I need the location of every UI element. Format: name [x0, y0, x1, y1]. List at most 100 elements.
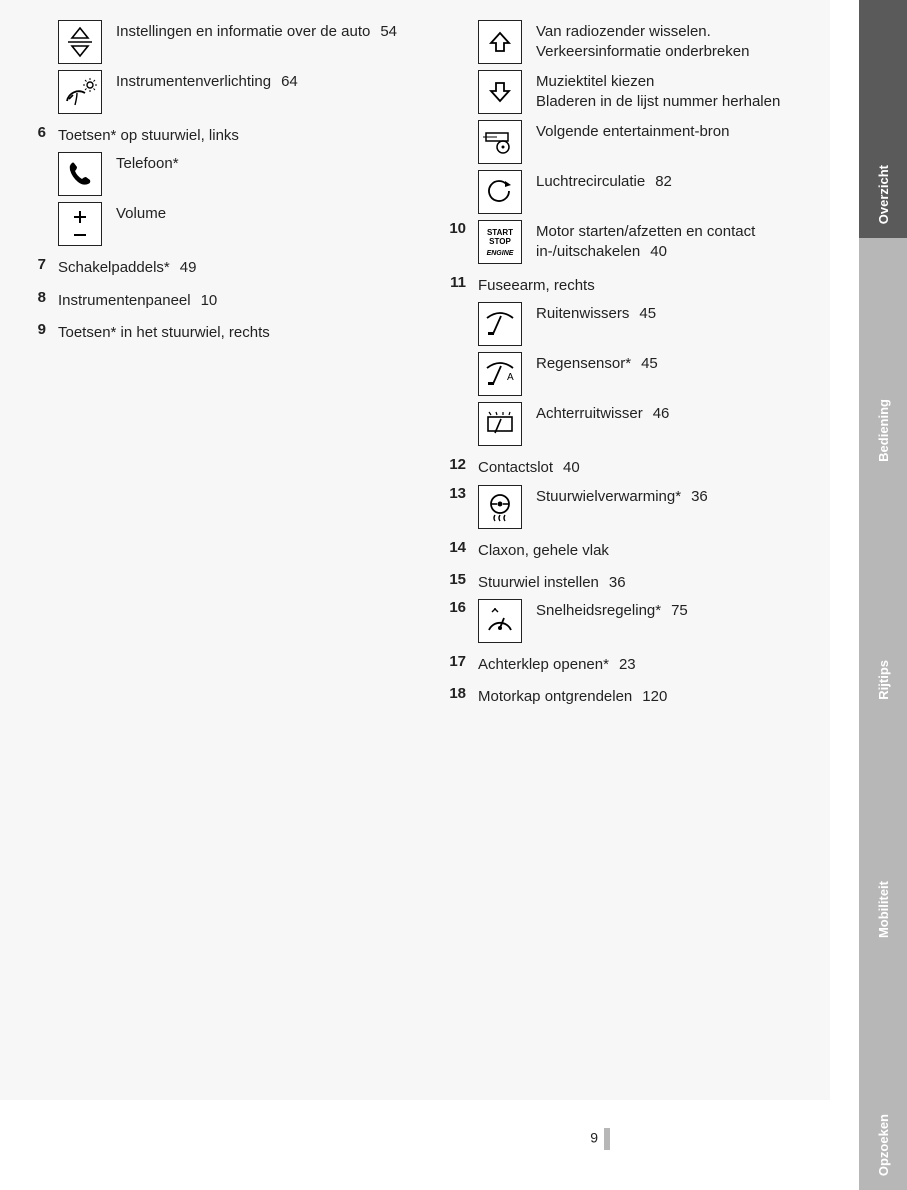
tab-label: Opzoeken: [876, 1114, 891, 1176]
left-column: Instellingen en informatie over de auto5…: [20, 20, 410, 714]
page-ref: 23: [619, 655, 636, 675]
phone-icon: [58, 152, 102, 196]
text-line: Snelheidsregeling*75: [536, 601, 830, 621]
icon-entry: A Regensensor*45: [440, 352, 830, 396]
page-content: Instellingen en informatie over de auto5…: [0, 0, 830, 1100]
item-number: 14: [440, 539, 466, 556]
page-ref: 36: [691, 487, 708, 507]
text-line: Volume: [116, 204, 410, 224]
steering-heat-icon: [478, 485, 522, 529]
text-line: Ruitenwissers45: [536, 304, 830, 324]
icon-entry: Volume: [20, 202, 410, 246]
text-line: Motor starten/afzetten en contact in-/ui…: [536, 222, 830, 263]
tab-label: Rijtips: [876, 660, 891, 700]
item-number: 17: [440, 653, 466, 670]
text-line: Stuurwielverwarming*36: [536, 487, 830, 507]
numbered-icon-entry: 13 Stuurwielverwarming*36: [440, 485, 830, 529]
rear-wiper-icon: [478, 402, 522, 446]
page-ref: 10: [201, 291, 218, 311]
numbered-heading: 12Contactslot40: [440, 456, 830, 478]
side-tab[interactable]: Bediening: [859, 238, 907, 476]
item-number: 12: [440, 456, 466, 473]
item-number: 7: [20, 256, 46, 273]
svg-text:START: START: [487, 228, 513, 237]
icon-entry: Achterruitwisser46: [440, 402, 830, 446]
item-number: 8: [20, 289, 46, 306]
heading-text: Schakelpaddels*49: [58, 258, 410, 278]
heading-text: Toetsen* op stuurwiel, links: [58, 126, 410, 146]
text-line: Achterruitwisser46: [536, 404, 830, 424]
heading-text: Motorkap ontgrendelen120: [478, 687, 830, 707]
recirc-icon: [478, 170, 522, 214]
heading-text: Instrumentenpaneel10: [58, 291, 410, 311]
page-ref: 40: [563, 458, 580, 478]
heading-text: Achterklep openen*23: [478, 655, 830, 675]
item-number: 15: [440, 571, 466, 588]
numbered-heading: 7 Schakelpaddels*49: [20, 256, 410, 278]
icon-entry: Muziektitel kiezenBladeren in de lijst n…: [440, 70, 830, 114]
page-ref: 54: [380, 22, 397, 42]
numbered-heading: 17 Achterklep openen*23: [440, 653, 830, 675]
plus-minus-icon: [58, 202, 102, 246]
icon-entry: Instellingen en informatie over de auto5…: [20, 20, 410, 64]
side-tab[interactable]: Opzoeken: [859, 952, 907, 1190]
numbered-heading: 11 Fuseearm, rechts: [440, 274, 830, 296]
item-number: 10: [440, 220, 466, 237]
heading-text: Claxon, gehele vlak: [478, 541, 830, 561]
icon-entry: Ruitenwissers45: [440, 302, 830, 346]
media-source-icon: [478, 120, 522, 164]
svg-text:ENGINE: ENGINE: [487, 250, 514, 257]
page-ref: 45: [639, 304, 656, 324]
numbered-heading: 15 Stuurwiel instellen36: [440, 571, 830, 593]
text-line: Instrumentenverlichting64: [116, 72, 410, 92]
item-number: 18: [440, 685, 466, 702]
side-tab[interactable]: Mobiliteit: [859, 714, 907, 952]
icon-entry: Volgende entertainment-bron: [440, 120, 830, 164]
page-ref: 36: [609, 573, 626, 593]
text-line: Instellingen en informatie over de auto5…: [116, 22, 410, 42]
text-line: Regensensor*45: [536, 354, 830, 374]
text-line: Telefoon*: [116, 154, 410, 174]
item-number: 9: [20, 321, 46, 338]
item-number: 16: [440, 599, 466, 616]
up-down-icon: [58, 20, 102, 64]
icon-entry: Instrumentenverlichting64: [20, 70, 410, 114]
heading-text: Fuseearm, rechts: [478, 276, 830, 296]
tab-label: Overzicht: [876, 165, 891, 224]
tab-label: Bediening: [876, 399, 891, 462]
arrow-up-icon: [478, 20, 522, 64]
wiper-a-icon: A: [478, 352, 522, 396]
side-tab[interactable]: Rijtips: [859, 476, 907, 714]
text-line: Van radiozender wisselen.: [536, 22, 830, 42]
item-number: 13: [440, 485, 466, 502]
heading-text: Stuurwiel instellen36: [478, 573, 830, 593]
gauge-sun-icon: [58, 70, 102, 114]
wiper-icon: [478, 302, 522, 346]
text-line: Luchtrecirculatie82: [536, 172, 830, 192]
start-stop-icon: STARTSTOP ENGINE: [478, 220, 522, 264]
numbered-heading: 6Toetsen* op stuurwiel, links: [20, 124, 410, 146]
numbered-heading: 9Toetsen* in het stuurwiel, rechts: [20, 321, 410, 343]
page-number: 9: [0, 1128, 830, 1150]
numbered-icon-entry: 16 Snelheidsregeling*75: [440, 599, 830, 643]
tab-label: Mobiliteit: [876, 881, 891, 938]
svg-text:STOP: STOP: [489, 237, 511, 246]
page-ref: 46: [653, 404, 670, 424]
page-ref: 82: [655, 172, 672, 192]
numbered-heading: 8 Instrumentenpaneel10: [20, 289, 410, 311]
icon-entry: Luchtrecirculatie82: [440, 170, 830, 214]
text-line: Muziektitel kiezen: [536, 72, 830, 92]
page-ref: 75: [671, 601, 688, 621]
text-line: Verkeersinformatie onderbreken: [536, 42, 830, 62]
icon-entry: Van radiozender wisselen.Verkeersinforma…: [440, 20, 830, 64]
page-ref: 49: [180, 258, 197, 278]
arrow-down-icon: [478, 70, 522, 114]
item-number: 11: [440, 274, 466, 291]
numbered-heading: 14 Claxon, gehele vlak: [440, 539, 830, 561]
right-column: Van radiozender wisselen.Verkeersinforma…: [440, 20, 830, 714]
side-tab[interactable]: Overzicht: [859, 0, 907, 238]
page-ref: 64: [281, 72, 298, 92]
page-ref: 45: [641, 354, 658, 374]
page-ref: 40: [650, 242, 667, 262]
page-ref: 120: [642, 687, 667, 707]
